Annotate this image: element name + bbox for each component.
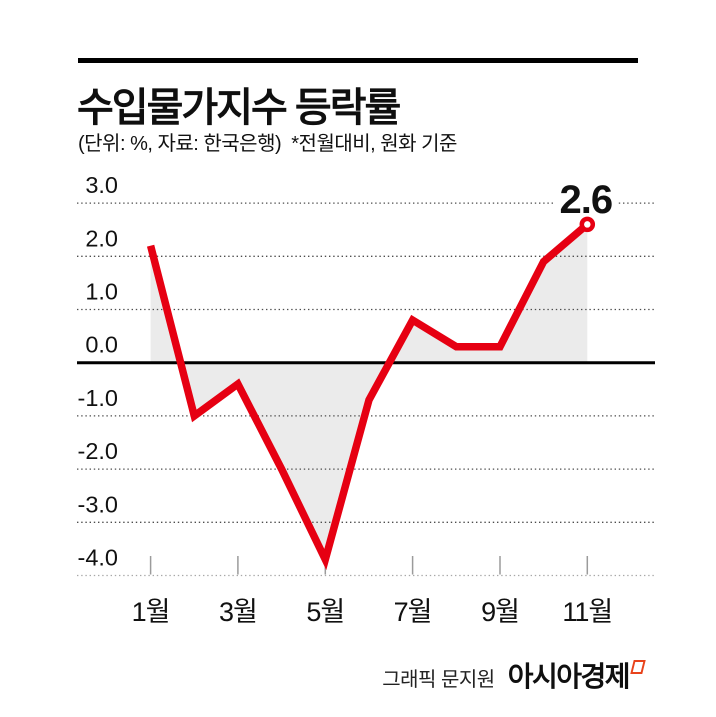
- y-axis-tick-label: 2.0: [85, 225, 118, 251]
- x-axis-tick-label: 7월: [394, 597, 432, 627]
- brand-logo: 아시아경제: [507, 655, 646, 695]
- y-axis-tick-label: 1.0: [85, 279, 118, 305]
- brand-logo-text: 아시아경제: [507, 661, 631, 692]
- x-axis-tick-label: 1월: [132, 597, 170, 627]
- annotation-label: 2.6: [559, 178, 612, 222]
- y-axis-tick-label: -1.0: [78, 385, 119, 411]
- x-axis-tick-label: 9월: [481, 597, 519, 627]
- data-point-marker: [579, 216, 596, 233]
- x-axis-tick-label: 5월: [306, 597, 344, 627]
- y-axis-tick-label: -3.0: [78, 491, 119, 517]
- footer: 그래픽 문지원 아시아경제: [382, 655, 646, 695]
- graphic-credit: 그래픽 문지원: [382, 669, 495, 691]
- y-axis-tick-label: -4.0: [78, 545, 119, 571]
- y-axis-tick-label: 0.0: [85, 332, 118, 358]
- page-title: 수입물가지수 등락률: [77, 86, 401, 130]
- brand-logo-mark-icon: [630, 660, 646, 674]
- x-axis-tick-label: 11월: [562, 597, 612, 627]
- chart-subtitle: (단위: %, 자료: 한국은행) *전월대비, 원화 기준: [78, 133, 457, 155]
- y-axis-tick-label: 3.0: [85, 172, 118, 198]
- area-fill: [150, 224, 588, 560]
- title-top-rule: [78, 58, 638, 63]
- annotation-bg: [554, 178, 617, 214]
- y-axis-tick-label: -2.0: [78, 438, 119, 464]
- x-axis-tick-label: 3월: [219, 597, 257, 627]
- series-line: [146, 221, 590, 571]
